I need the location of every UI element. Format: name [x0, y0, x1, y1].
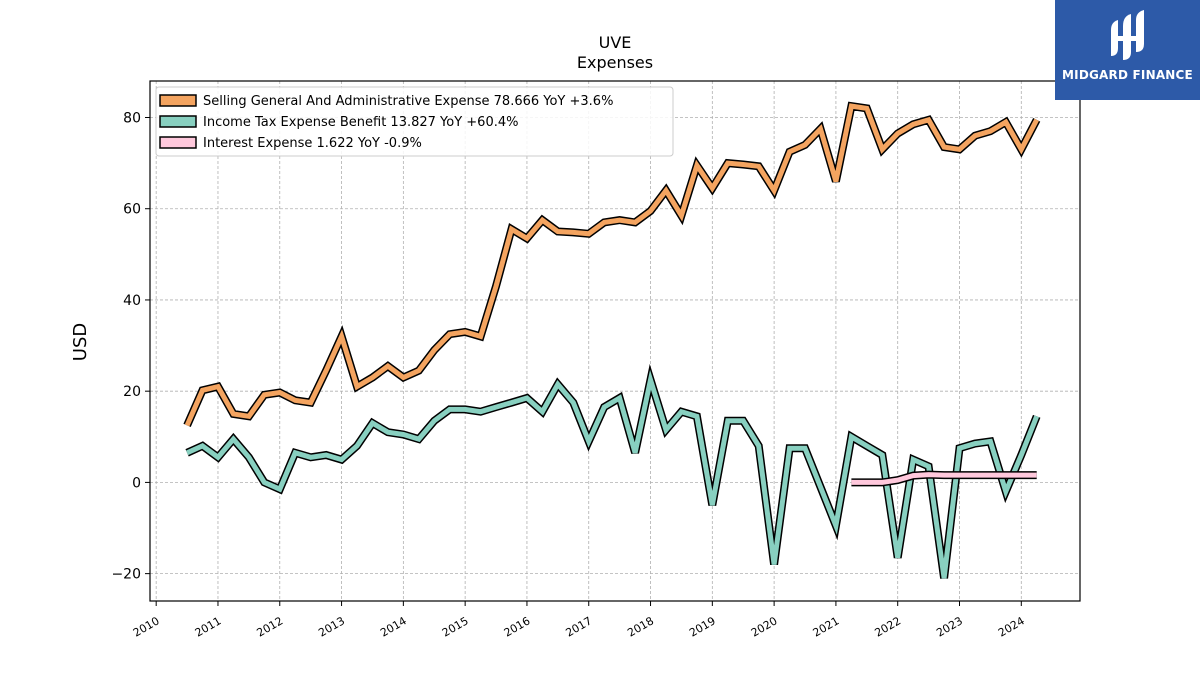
y-tick-label: 40 [123, 293, 141, 309]
x-tick-label: 2023 [934, 614, 965, 639]
x-tick-label: 2015 [440, 614, 471, 639]
legend-label: Income Tax Expense Benefit 13.827 YoY +6… [203, 115, 518, 130]
y-tick-label: 80 [123, 110, 141, 126]
x-tick-label: 2019 [687, 614, 718, 639]
series-line [185, 363, 1041, 579]
series-stroke [851, 472, 1037, 485]
y-tick-label: 0 [132, 475, 141, 491]
series-stroke [184, 103, 1039, 427]
x-tick-label: 2011 [193, 614, 224, 639]
legend-label: Selling General And Administrative Expen… [203, 94, 613, 109]
legend: Selling General And Administrative Expen… [155, 86, 674, 157]
x-tick-label: 2020 [749, 614, 780, 639]
y-tick-label: 20 [123, 384, 141, 400]
x-tick-label: 2012 [255, 614, 286, 639]
plot-frame [149, 80, 1081, 602]
legend-label: Interest Expense 1.622 YoY -0.9% [203, 136, 422, 151]
x-tick-label: 2017 [563, 614, 594, 639]
x-tick-label: 2010 [131, 614, 162, 639]
series-layer [183, 101, 1041, 579]
y-tick-label: −20 [111, 567, 141, 583]
x-tick-label: 2014 [378, 614, 409, 639]
x-tick-label: 2018 [625, 614, 656, 639]
y-tick-label: 60 [123, 202, 141, 218]
x-tick-label: 2022 [872, 614, 903, 639]
series-line [183, 101, 1041, 428]
axis-ticks: −20 0 20 40 60 80 2010 2011 2012 2013 2014 2015 2016… [111, 110, 1026, 639]
brand-logo: MIDGARD FINANCE [1055, 0, 1200, 100]
x-tick-label: 2013 [316, 614, 347, 639]
logo-mark-icon [1111, 10, 1144, 60]
grid-lines [150, 81, 1080, 601]
legend-swatch [159, 136, 197, 149]
chart-subtitle: Expenses [577, 53, 653, 72]
x-tick-label: 2021 [811, 614, 842, 639]
legend-frame [155, 86, 674, 157]
logo-text: MIDGARD FINANCE [1062, 68, 1193, 82]
chart-title: UVE [599, 33, 632, 52]
legend-swatch [159, 115, 197, 128]
series-stroke [186, 369, 1040, 579]
x-tick-label: 2024 [996, 614, 1027, 639]
x-tick-label: 2016 [502, 614, 533, 639]
y-axis-label: USD [70, 323, 91, 361]
series-line [851, 470, 1037, 487]
legend-swatch [159, 94, 197, 107]
